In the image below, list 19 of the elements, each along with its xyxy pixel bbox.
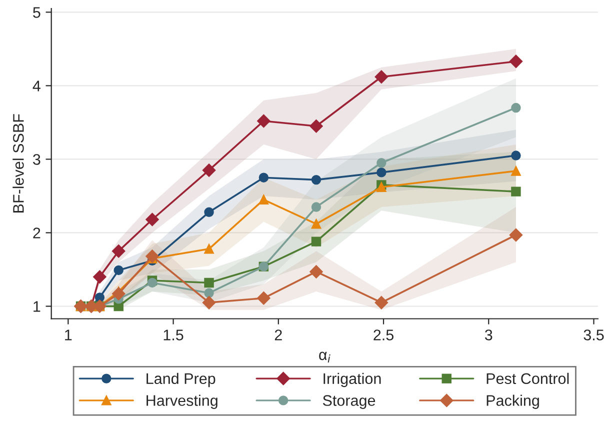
legend-label: Land Prep bbox=[146, 372, 216, 388]
legend-label: Harvesting bbox=[146, 394, 218, 409]
x-tick-label: 3 bbox=[484, 330, 492, 340]
x-axis-title: α$_{i}$ bbox=[319, 352, 330, 363]
y-tick-label: 5 bbox=[33, 7, 40, 18]
legend-label: Irrigation bbox=[324, 372, 381, 388]
y-tick-label: 2 bbox=[33, 228, 40, 238]
legend-label: Packing bbox=[486, 394, 539, 409]
legend-label: Pest Control bbox=[486, 372, 569, 384]
x-tick-label: 3.5 bbox=[584, 330, 604, 340]
x-tick-label: 2 bbox=[274, 330, 282, 340]
x-tick-label: 1.5 bbox=[164, 330, 184, 340]
legend-label: Storage bbox=[322, 395, 376, 409]
x-tick-label: 1 bbox=[65, 330, 72, 340]
y-tick-label: 4 bbox=[32, 80, 40, 92]
y-tick-label: 1 bbox=[34, 301, 40, 312]
y-axis-title: BF-level SSBF bbox=[12, 114, 24, 212]
x-tick-label: 2.5 bbox=[374, 330, 394, 340]
y-tick-label: 3 bbox=[33, 154, 40, 165]
